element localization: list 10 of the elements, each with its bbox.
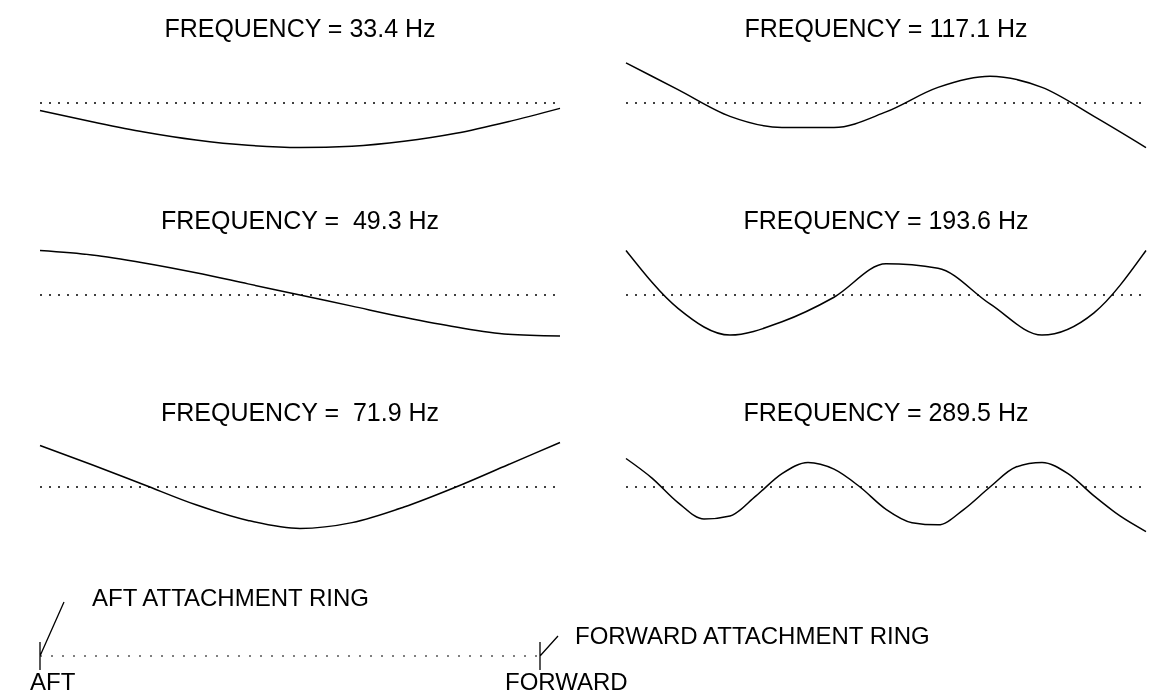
chart-title: FREQUENCY = 289.5 Hz: [742, 397, 1030, 428]
chart-title: FREQUENCY = 71.9 Hz: [159, 397, 441, 428]
text: AFT ATTACHMENT RING: [92, 584, 369, 612]
text: FORWARD ATTACHMENT RING: [575, 622, 930, 650]
chart-title: FREQUENCY = 33.4 Hz: [163, 13, 437, 44]
text: AFT: [30, 668, 76, 694]
chart-title: FREQUENCY = 117.1 Hz: [743, 13, 1029, 44]
chart-title: FREQUENCY = 49.3 Hz: [159, 205, 441, 236]
text: FORWARD: [505, 668, 628, 694]
chart-title: FREQUENCY = 193.6 Hz: [742, 205, 1030, 236]
